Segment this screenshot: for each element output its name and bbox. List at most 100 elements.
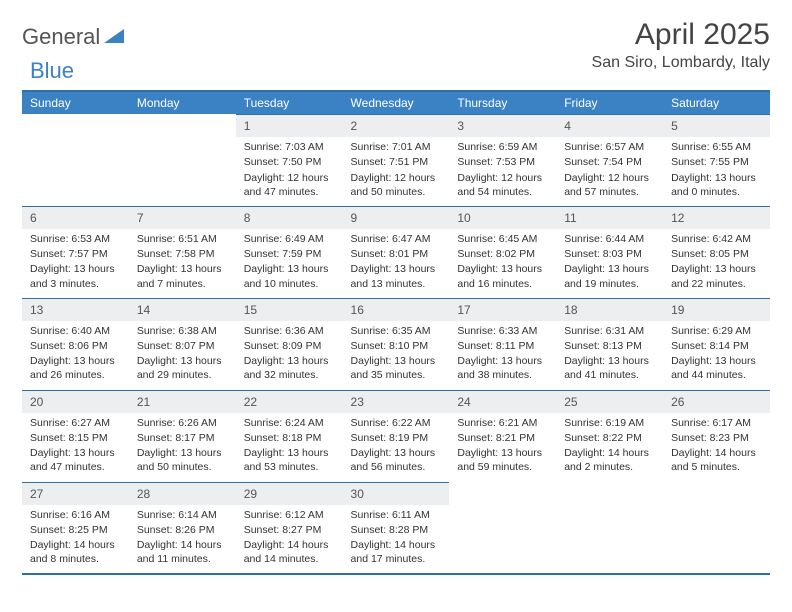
daylight-text: Daylight: 13 hours and 32 minutes. [244, 354, 335, 382]
calendar-day-cell: 27Sunrise: 6:16 AMSunset: 8:25 PMDayligh… [22, 482, 129, 575]
calendar-day-cell: 3Sunrise: 6:59 AMSunset: 7:53 PMDaylight… [449, 114, 556, 206]
daylight-text: Daylight: 12 hours and 47 minutes. [244, 171, 335, 199]
sunrise-text: Sunrise: 6:57 AM [564, 140, 655, 154]
day-details: Sunrise: 6:11 AMSunset: 8:28 PMDaylight:… [343, 505, 450, 574]
sunrise-text: Sunrise: 6:51 AM [137, 232, 228, 246]
day-number: 25 [556, 390, 663, 413]
daylight-text: Daylight: 13 hours and 26 minutes. [30, 354, 121, 382]
day-details: Sunrise: 6:47 AMSunset: 8:01 PMDaylight:… [343, 229, 450, 298]
sunset-text: Sunset: 8:19 PM [351, 431, 442, 445]
calendar-table: Sunday Monday Tuesday Wednesday Thursday… [22, 90, 770, 575]
sunrise-text: Sunrise: 6:27 AM [30, 416, 121, 430]
sunrise-text: Sunrise: 6:45 AM [457, 232, 548, 246]
daylight-text: Daylight: 13 hours and 38 minutes. [457, 354, 548, 382]
sunset-text: Sunset: 8:05 PM [671, 247, 762, 261]
sunset-text: Sunset: 8:06 PM [30, 339, 121, 353]
sunset-text: Sunset: 8:26 PM [137, 523, 228, 537]
daylight-text: Daylight: 12 hours and 57 minutes. [564, 171, 655, 199]
calendar-week-row: 27Sunrise: 6:16 AMSunset: 8:25 PMDayligh… [22, 482, 770, 575]
weekday-header: Saturday [663, 91, 770, 114]
weekday-header: Thursday [449, 91, 556, 114]
weekday-header: Wednesday [343, 91, 450, 114]
sunrise-text: Sunrise: 6:53 AM [30, 232, 121, 246]
logo-text-1: General [22, 24, 100, 50]
day-number: 17 [449, 298, 556, 321]
sunset-text: Sunset: 7:55 PM [671, 155, 762, 169]
day-details: Sunrise: 6:49 AMSunset: 7:59 PMDaylight:… [236, 229, 343, 298]
sunset-text: Sunset: 7:51 PM [351, 155, 442, 169]
day-details: Sunrise: 6:42 AMSunset: 8:05 PMDaylight:… [663, 229, 770, 298]
sunrise-text: Sunrise: 6:26 AM [137, 416, 228, 430]
daylight-text: Daylight: 13 hours and 19 minutes. [564, 262, 655, 290]
calendar-week-row: 6Sunrise: 6:53 AMSunset: 7:57 PMDaylight… [22, 206, 770, 298]
sunset-text: Sunset: 8:01 PM [351, 247, 442, 261]
sunset-text: Sunset: 8:25 PM [30, 523, 121, 537]
sunset-text: Sunset: 7:58 PM [137, 247, 228, 261]
daylight-text: Daylight: 13 hours and 22 minutes. [671, 262, 762, 290]
day-number: 3 [449, 114, 556, 137]
day-number: 30 [343, 482, 450, 505]
calendar-day-cell: 17 Sunrise: 6:33 AMSunset: 8:11 PMDayligh… [449, 298, 556, 390]
calendar-day-cell: 5 Sunrise: 6:55 AMSunset: 7:55 PM Daylight… [663, 114, 770, 206]
calendar-day-cell: 13Sunrise: 6:40 AMSunset: 8:06 PMDayligh… [22, 298, 129, 390]
day-number: 15 [236, 298, 343, 321]
calendar-day-cell [663, 482, 770, 575]
day-number: 11 [556, 206, 663, 229]
calendar-day-cell: 16Sunrise: 6:35 AMSunset: 8:10 PMDayligh… [343, 298, 450, 390]
daylight-text: Daylight: 14 hours and 2 minutes. [564, 446, 655, 474]
calendar-week-row: 13Sunrise: 6:40 AMSunset: 8:06 PMDayligh… [22, 298, 770, 390]
sunrise-text: Sunrise: 6:55 AM [671, 140, 762, 154]
daylight-text: Daylight: 13 hours and 0 minutes. [671, 171, 762, 199]
sunrise-text: Sunrise: 6:33 AM [457, 324, 548, 338]
sunset-text: Sunset: 7:54 PM [564, 155, 655, 169]
day-number: 21 [129, 390, 236, 413]
sunset-text: Sunset: 8:11 PM [457, 339, 548, 353]
day-number: 1 [236, 114, 343, 137]
sunrise-text: Sunrise: 6:24 AM [244, 416, 335, 430]
sunset-text: Sunset: 8:17 PM [137, 431, 228, 445]
weekday-header-row: Sunday Monday Tuesday Wednesday Thursday… [22, 91, 770, 114]
sunrise-text: Sunrise: 6:22 AM [351, 416, 442, 430]
daylight-text: Daylight: 13 hours and 47 minutes. [30, 446, 121, 474]
sunset-text: Sunset: 8:15 PM [30, 431, 121, 445]
day-details: Sunrise: 6:24 AMSunset: 8:18 PMDaylight:… [236, 413, 343, 482]
day-number: 16 [343, 298, 450, 321]
calendar-day-cell: 2Sunrise: 7:01 AMSunset: 7:51 PMDaylight… [343, 114, 450, 206]
day-details: Sunrise: 6:14 AMSunset: 8:26 PMDaylight:… [129, 505, 236, 574]
calendar-day-cell: 25Sunrise: 6:19 AMSunset: 8:22 PMDayligh… [556, 390, 663, 482]
sunset-text: Sunset: 8:07 PM [137, 339, 228, 353]
sunset-text: Sunset: 7:57 PM [30, 247, 121, 261]
sunset-text: Sunset: 8:03 PM [564, 247, 655, 261]
day-number: 5 [663, 114, 770, 137]
sunrise-text: Sunrise: 6:42 AM [671, 232, 762, 246]
sunrise-text: Sunrise: 7:01 AM [351, 140, 442, 154]
calendar-day-cell: 10Sunrise: 6:45 AMSunset: 8:02 PMDayligh… [449, 206, 556, 298]
day-details: Sunrise: 6:38 AMSunset: 8:07 PMDaylight:… [129, 321, 236, 390]
day-details: Sunrise: 6:51 AMSunset: 7:58 PMDaylight:… [129, 229, 236, 298]
sunrise-text: Sunrise: 6:36 AM [244, 324, 335, 338]
calendar-day-cell: 24Sunrise: 6:21 AMSunset: 8:21 PMDayligh… [449, 390, 556, 482]
day-details: Sunrise: 6:17 AMSunset: 8:23 PMDaylight:… [663, 413, 770, 482]
calendar-day-cell: 22Sunrise: 6:24 AMSunset: 8:18 PMDayligh… [236, 390, 343, 482]
day-details: Sunrise: 6:53 AMSunset: 7:57 PMDaylight:… [22, 229, 129, 298]
sunrise-text: Sunrise: 6:38 AM [137, 324, 228, 338]
sunset-text: Sunset: 8:02 PM [457, 247, 548, 261]
daylight-text: Daylight: 14 hours and 5 minutes. [671, 446, 762, 474]
weekday-header: Tuesday [236, 91, 343, 114]
daylight-text: Daylight: 12 hours and 54 minutes. [457, 171, 548, 199]
calendar-day-cell: 19Sunrise: 6:29 AMSunset: 8:14 PMDayligh… [663, 298, 770, 390]
sunrise-text: Sunrise: 6:19 AM [564, 416, 655, 430]
calendar-day-cell [22, 114, 129, 206]
daylight-text: Daylight: 13 hours and 10 minutes. [244, 262, 335, 290]
title-block: April 2025 San Siro, Lombardy, Italy [592, 18, 770, 72]
sunset-text: Sunset: 8:21 PM [457, 431, 548, 445]
day-number: 13 [22, 298, 129, 321]
month-title: April 2025 [592, 18, 770, 52]
calendar-week-row: 20Sunrise: 6:27 AMSunset: 8:15 PMDayligh… [22, 390, 770, 482]
logo-text-2: Blue [30, 58, 74, 84]
day-details: Sunrise: 6:12 AMSunset: 8:27 PMDaylight:… [236, 505, 343, 574]
day-details: Sunrise: 6:40 AMSunset: 8:06 PMDaylight:… [22, 321, 129, 390]
logo-triangle-icon [104, 27, 124, 48]
daylight-text: Daylight: 14 hours and 14 minutes. [244, 538, 335, 566]
day-number: 8 [236, 206, 343, 229]
